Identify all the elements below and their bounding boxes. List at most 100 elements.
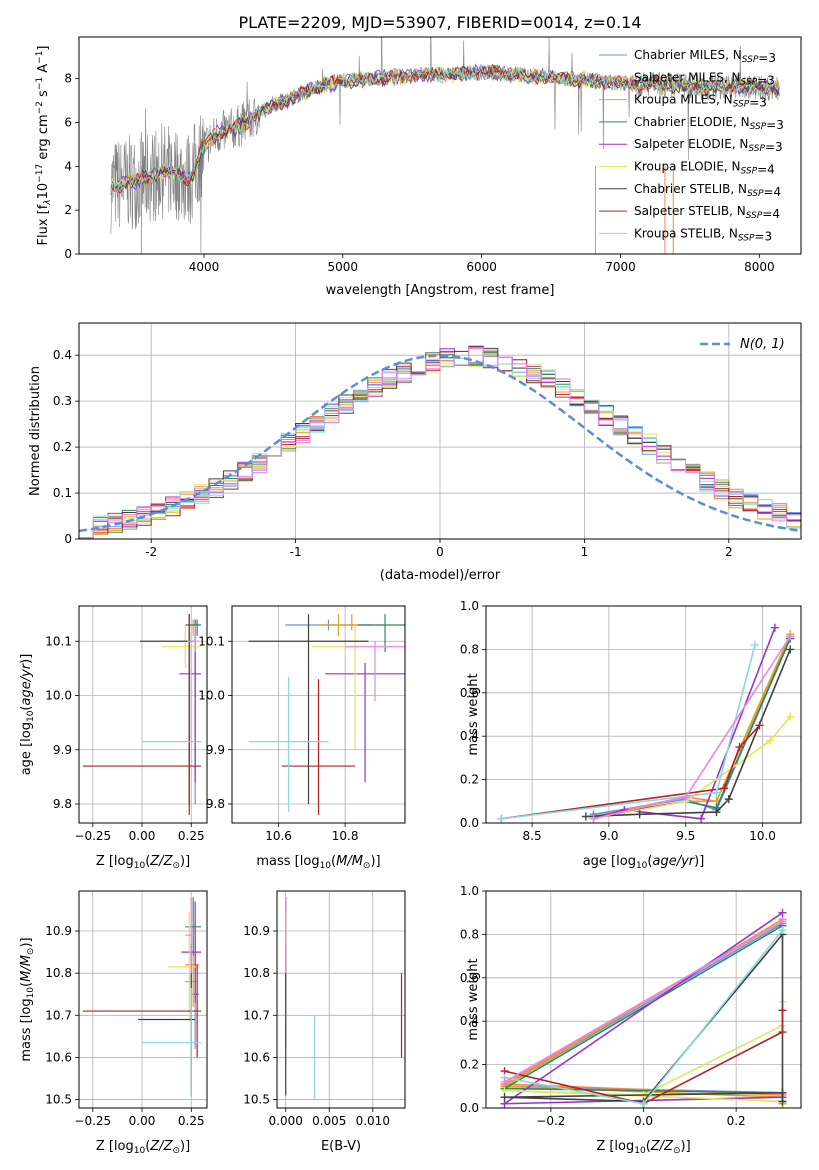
label-part: ⊙: [172, 861, 180, 871]
y-tick-label: 10.0: [45, 689, 72, 703]
legend-label-part: SSP: [733, 100, 750, 110]
weight-marker: [766, 736, 775, 745]
y-tick-label: 4: [64, 159, 72, 173]
x-tick-label: 10.6: [265, 829, 292, 843]
weight-marker: [786, 712, 795, 721]
weight-marker: [581, 812, 590, 821]
label-part: Z/Z: [149, 1139, 173, 1154]
axes-frame: [485, 605, 802, 824]
legend-label-part: Kroupa STELIB, N: [634, 226, 738, 240]
y-tick-label: 10.0: [198, 689, 225, 703]
y-tick-label: 0.8: [460, 927, 479, 941]
legend-label: Kroupa ELODIE, NSSP=4: [634, 160, 775, 177]
label-part: 10: [36, 183, 51, 200]
weight-marker: [778, 1006, 787, 1015]
x-axis-label: Z [log10(Z/Z⊙)]: [96, 1139, 190, 1156]
x-axis-label: (data-model)/error: [380, 568, 501, 583]
axes-frame: [78, 890, 208, 1109]
label-part: s: [36, 90, 51, 101]
legend-label-part: Chabrier STELIB, N: [634, 182, 747, 196]
legend-label-part: Kroupa ELODIE, N: [634, 160, 741, 174]
label-part: mass [log: [19, 998, 34, 1061]
axes-frame: [231, 605, 406, 824]
weight-marker: [697, 814, 706, 823]
legend-label: Kroupa STELIB, NSSP=3: [634, 226, 772, 243]
plot-area: [277, 891, 405, 1108]
label-part: −1: [35, 77, 45, 90]
label-part: )]: [694, 854, 704, 869]
weight-marker: [778, 917, 787, 926]
legend-label-part: Salpeter STELIB, N: [634, 204, 746, 218]
x-tick-label: -1: [290, 545, 302, 559]
x-tick-label: 0.005: [312, 1114, 346, 1128]
weight-marker: [735, 743, 744, 752]
x-tick-label: 0.0: [634, 1114, 653, 1128]
axes-frame: [78, 322, 802, 540]
label-part: Z [log: [596, 1139, 634, 1154]
label-part: −1: [35, 51, 45, 64]
x-tick-label: 5000: [328, 260, 359, 274]
legend-label: Chabrier MILES, NSSP=3: [634, 48, 776, 65]
label-part: (: [145, 1139, 150, 1154]
y-tick-label: 10.8: [45, 966, 72, 980]
y-tick-label: 10.6: [243, 1050, 270, 1064]
label-part: age [log: [19, 722, 34, 775]
label-part: ⊙: [26, 948, 36, 956]
y-tick-label: 10.9: [243, 924, 270, 938]
x-axis-label: mass [log10(M/M⊙)]: [256, 854, 380, 871]
legend-label: Salpeter STELIB, NSSP=4: [634, 204, 780, 221]
panel-age-vs-mass: 10.6 10.8 9.8 9.9 10.0 10.1 mass [log10(M/M⊙)]: [198, 605, 406, 871]
y-tick-label: 0: [64, 247, 72, 261]
weight-marker: [720, 784, 729, 793]
legend-label-part: SSP: [748, 144, 765, 154]
x-tick-label: 0.00: [129, 1114, 156, 1128]
x-axis-label: Z [log10(Z/Z⊙)]: [596, 1139, 690, 1156]
legend-label-part: SSP: [746, 211, 763, 221]
label-part: age/yr: [19, 662, 34, 705]
y-tick-label: 0.2: [460, 1058, 479, 1072]
weight-marker: [786, 632, 795, 641]
x-tick-label: 9.0: [599, 829, 618, 843]
legend-label-part: =3: [765, 140, 783, 154]
label-part: Z [log: [96, 854, 134, 869]
legend-label-part: =3: [754, 229, 772, 243]
x-tick-label: 6000: [466, 260, 497, 274]
weight-marker: [724, 795, 733, 804]
label-part: −2: [35, 101, 45, 114]
legend-label: N(0, 1): [740, 337, 785, 352]
weight-series-line: [501, 724, 761, 820]
x-tick-label: 10.8: [332, 829, 359, 843]
label-part: 10: [634, 1146, 646, 1156]
x-tick-label: 0.25: [178, 829, 205, 843]
legend-label-part: SSP: [750, 122, 767, 132]
weight-marker: [589, 814, 598, 823]
y-tick-label: 0.0: [460, 816, 479, 830]
y-tick-label: 10.1: [45, 634, 72, 648]
legend-label-part: =3: [757, 73, 775, 87]
weight-marker: [500, 1093, 509, 1102]
label-part: (: [646, 1139, 651, 1154]
x-tick-label: 0: [436, 545, 444, 559]
legend-label-part: Chabrier ELODIE, N: [634, 115, 750, 129]
y-tick-label: 1.0: [460, 599, 479, 613]
label-part: 10: [320, 861, 332, 871]
legend-label-part: SSP: [738, 233, 755, 243]
weight-marker: [778, 1097, 787, 1106]
weight-marker: [712, 788, 721, 797]
plot-area: [110, 37, 781, 254]
x-tick-label: 4000: [189, 260, 220, 274]
label-part: Z/Z: [650, 1139, 674, 1154]
y-axis-label: Normed distribution: [28, 366, 43, 496]
label-part: 10: [134, 1146, 146, 1156]
x-tick-label: 8000: [744, 260, 775, 274]
label-part: Z/Z: [149, 854, 173, 869]
y-tick-label: 0.2: [53, 440, 72, 454]
weight-marker: [639, 1099, 648, 1108]
x-tick-label: -2: [145, 545, 157, 559]
weight-marker: [497, 814, 506, 823]
weight-series-line: [504, 1010, 784, 1105]
legend: N(0, 1): [700, 337, 785, 352]
label-part: (: [145, 854, 150, 869]
